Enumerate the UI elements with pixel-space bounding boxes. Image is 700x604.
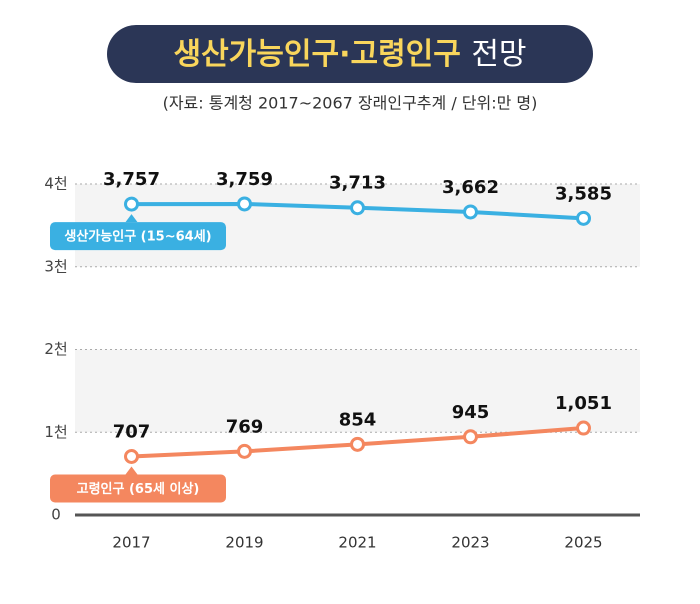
y-tick-label: 4천 (44, 175, 67, 193)
data-point (463, 204, 478, 220)
data-point (576, 210, 591, 226)
legend-box (50, 474, 226, 503)
data-label: 3,757 (103, 169, 160, 190)
data-point (237, 196, 252, 212)
data-point (350, 200, 365, 216)
data-label: 854 (339, 409, 377, 430)
x-tick-label: 2019 (225, 534, 263, 552)
title-main: 생산가능인구·고령인구 (173, 37, 460, 72)
legend-box (50, 222, 226, 251)
data-point (463, 429, 478, 445)
data-label: 3,585 (555, 183, 612, 204)
y-tick-label: 1천 (44, 423, 67, 441)
data-label: 945 (452, 402, 490, 423)
title-pill (107, 25, 593, 83)
chart-title: 생산가능인구·고령인구 전망 (173, 37, 526, 72)
legend-label: 생산가능인구 (15~64세) (64, 229, 211, 245)
data-label: 3,662 (442, 177, 499, 198)
x-tick-label: 2017 (112, 534, 150, 552)
x-tick-label: 2025 (564, 534, 602, 552)
data-label: 3,759 (216, 169, 273, 190)
data-label: 707 (113, 421, 151, 442)
grid-band (75, 349, 640, 433)
data-point (124, 448, 139, 464)
data-label: 769 (226, 416, 264, 437)
legend-label: 고령인구 (65세 이상) (77, 481, 200, 497)
data-point (124, 196, 139, 212)
data-point (237, 443, 252, 459)
y-tick-label: 2천 (44, 340, 67, 358)
data-point (576, 420, 591, 436)
data-point (350, 436, 365, 452)
legend-pointer (125, 214, 138, 223)
x-tick-label: 2023 (451, 534, 489, 552)
y-tick-label: 3천 (44, 257, 67, 275)
subtitle: (자료: 통계청 2017~2067 장래인구추계 / 단위:만 명) (163, 94, 538, 113)
y-tick-label: 0 (51, 506, 61, 524)
title-suffix: 전망 (471, 37, 526, 72)
x-tick-label: 2021 (338, 534, 376, 552)
data-label: 3,713 (329, 173, 386, 194)
legend-pointer (125, 466, 138, 475)
data-label: 1,051 (555, 393, 612, 414)
